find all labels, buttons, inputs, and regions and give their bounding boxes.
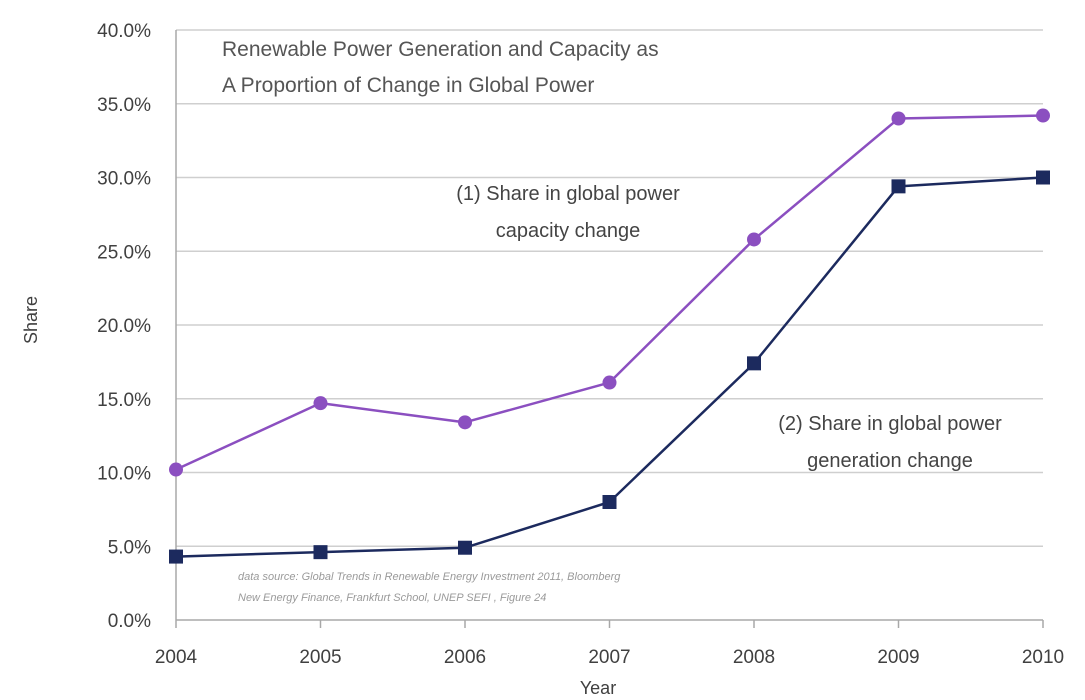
- series-1-point: [602, 375, 617, 390]
- series-1-label-line-2: capacity change: [496, 220, 641, 242]
- y-tick-label: 30.0%: [97, 169, 151, 190]
- y-tick-label: 40.0%: [97, 21, 151, 42]
- source-note-line-1: data source: Global Trends in Renewable …: [238, 571, 621, 583]
- x-tick-label: 2006: [444, 647, 486, 668]
- series-2-point: [1036, 170, 1050, 185]
- y-tick-label: 20.0%: [97, 316, 151, 337]
- y-tick-label: 5.0%: [108, 537, 151, 558]
- series-2-point: [747, 356, 761, 371]
- series: [169, 108, 1050, 564]
- series-2-point: [602, 495, 617, 509]
- x-tick-label: 2010: [1022, 647, 1064, 668]
- series-1-point: [1036, 108, 1050, 123]
- x-tick-label: 2005: [299, 647, 341, 668]
- y-tick-label: 15.0%: [97, 390, 151, 411]
- x-tick-label: 2008: [733, 647, 775, 668]
- chart-title: Renewable Power Generation and Capacity …: [222, 38, 659, 97]
- y-tick-label: 10.0%: [97, 464, 151, 485]
- source-note-line-2: New Energy Finance, Frankfurt School, UN…: [238, 592, 546, 604]
- series-1-point: [313, 396, 328, 411]
- x-axis-title: Year: [580, 678, 616, 698]
- x-tick-label: 2004: [155, 647, 198, 668]
- x-tick-label: 2009: [877, 647, 919, 668]
- y-tick-label: 25.0%: [97, 242, 151, 263]
- series-1-point: [458, 415, 472, 430]
- series-2: [169, 170, 1050, 564]
- y-axis-ticks: 0.0% 5.0% 10.0% 15.0% 20.0% 25.0% 30.0% 35.0% 40…: [97, 21, 151, 632]
- series-2-label-line-1: (2) Share in global power: [778, 413, 1002, 435]
- series-1: [169, 108, 1050, 477]
- chart-title-line-1: Renewable Power Generation and Capacity …: [222, 38, 659, 61]
- series-2-label-line-2: generation change: [807, 450, 973, 472]
- y-tick-label: 0.0%: [108, 611, 151, 632]
- series-2-point: [458, 540, 472, 555]
- series-2-point: [169, 549, 183, 564]
- series-2-label: (2) Share in global power generation cha…: [778, 413, 1002, 472]
- series-2-point: [891, 179, 906, 194]
- series-1-point: [891, 111, 906, 126]
- series-1-label-line-1: (1) Share in global power: [456, 183, 680, 205]
- series-2-point: [313, 545, 328, 560]
- x-tick-label: 2007: [588, 647, 630, 668]
- y-axis-title: Share: [21, 296, 41, 344]
- series-1-point: [747, 232, 761, 247]
- chart-title-line-2: A Proportion of Change in Global Power: [222, 74, 594, 97]
- y-tick-label: 35.0%: [97, 95, 151, 116]
- x-axis-ticks: 2004 2005 2006 2007 2008 2009 2010: [155, 620, 1064, 668]
- series-1-label: (1) Share in global power capacity chang…: [456, 183, 680, 242]
- series-1-point: [169, 462, 183, 477]
- source-note: data source: Global Trends in Renewable …: [238, 571, 621, 604]
